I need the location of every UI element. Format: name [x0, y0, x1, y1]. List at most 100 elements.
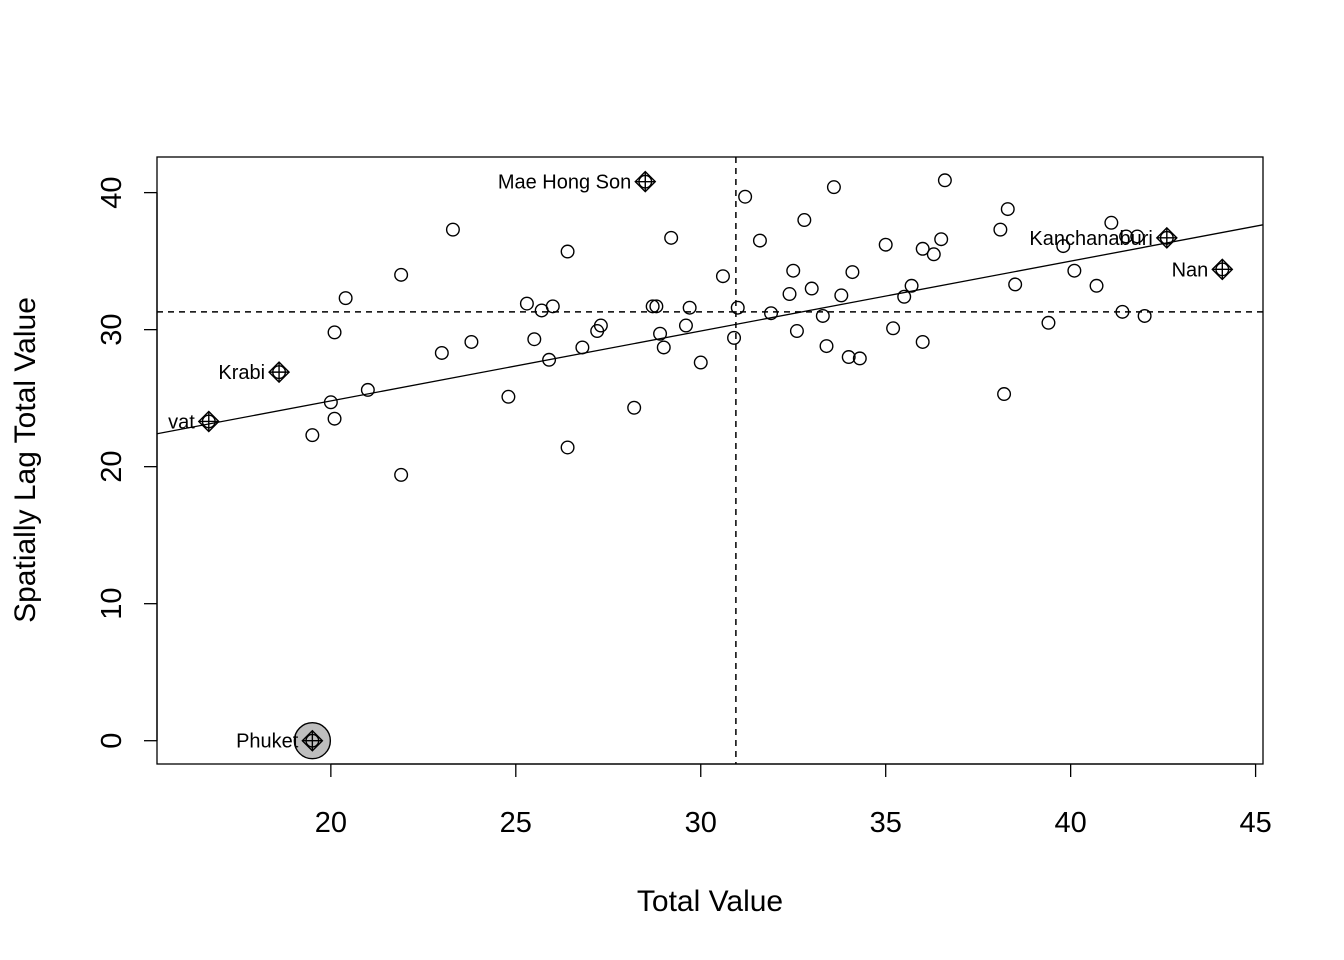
data-point	[1008, 277, 1023, 292]
data-point	[897, 289, 912, 304]
data-point	[305, 428, 320, 443]
data-point	[789, 324, 804, 339]
data-point	[593, 318, 608, 333]
y-tick-label: 30	[96, 314, 128, 346]
point-label: Mae Hong Son	[498, 172, 631, 194]
data-point	[542, 352, 557, 367]
data-point	[327, 325, 342, 340]
y-axis: 0 10 20 30 40	[96, 176, 158, 749]
data-point	[727, 330, 742, 345]
data-point	[764, 306, 779, 321]
point-label: Kanchanaburi	[1029, 228, 1152, 250]
data-point	[682, 300, 697, 315]
influential-point: Kanchanaburi	[1029, 226, 1178, 250]
data-point	[394, 267, 409, 282]
data-point	[819, 339, 834, 354]
data-points	[305, 173, 1152, 482]
influential-points: Mae Hong Son Krabi vat Kanchanaburi Nan Phuke…	[168, 170, 1234, 760]
data-point	[1130, 229, 1145, 244]
data-point	[693, 355, 708, 370]
x-tick-label: 20	[315, 807, 347, 839]
data-point	[394, 467, 409, 482]
data-point	[653, 326, 668, 341]
data-point	[786, 263, 801, 278]
data-point	[797, 213, 812, 228]
data-point	[323, 395, 338, 410]
data-point	[915, 241, 930, 256]
data-point	[445, 222, 460, 237]
x-tick-label: 25	[500, 807, 532, 839]
data-point	[841, 350, 856, 365]
data-point	[1137, 308, 1152, 323]
y-axis-title: Spatially Lag Total Value	[9, 297, 42, 623]
data-point	[826, 180, 841, 195]
data-point	[627, 400, 642, 415]
y-tick-label: 20	[96, 451, 128, 483]
data-point	[815, 308, 830, 323]
data-point	[926, 247, 941, 262]
data-point	[834, 288, 849, 303]
point-label: Nan	[1172, 259, 1209, 281]
data-point	[993, 222, 1008, 237]
y-tick-label: 40	[96, 176, 128, 208]
data-point	[730, 300, 745, 315]
data-point	[519, 296, 534, 311]
data-point	[1000, 202, 1015, 217]
point-label: Krabi	[218, 362, 265, 384]
data-point	[575, 340, 590, 355]
influential-point: Krabi	[218, 361, 291, 384]
influential-point: Mae Hong Son	[498, 170, 657, 194]
influence-circle-marker	[272, 365, 287, 380]
point-label: Phuket	[236, 731, 299, 753]
data-point	[752, 233, 767, 248]
influence-circle-marker	[305, 733, 320, 748]
data-point	[782, 287, 797, 302]
data-point	[1119, 229, 1134, 244]
data-point	[934, 232, 949, 247]
x-tick-label: 45	[1239, 807, 1271, 839]
data-point	[1089, 278, 1104, 293]
data-point	[327, 411, 342, 426]
data-point	[338, 291, 353, 306]
x-tick-label: 40	[1055, 807, 1087, 839]
data-point	[738, 189, 753, 204]
data-point	[501, 389, 516, 404]
data-point	[915, 334, 930, 349]
data-point	[904, 278, 919, 293]
data-point	[678, 318, 693, 333]
influential-point: vat	[168, 410, 220, 433]
data-point	[1115, 304, 1130, 319]
data-point	[545, 299, 560, 314]
data-point	[1104, 215, 1119, 230]
data-point	[464, 334, 479, 349]
data-point	[649, 299, 664, 314]
data-point	[1067, 263, 1082, 278]
influence-circle-marker	[638, 174, 653, 189]
influential-point: Phuket	[236, 722, 332, 760]
y-tick-label: 0	[96, 733, 128, 749]
data-point	[878, 237, 893, 252]
point-label: vat	[168, 411, 195, 433]
influence-circle-marker	[201, 414, 216, 429]
data-point	[715, 269, 730, 284]
x-axis: 20 25 30 35 40 45	[315, 763, 1272, 839]
influence-circle-marker	[1159, 230, 1174, 245]
data-point	[997, 387, 1012, 402]
regression-line	[157, 224, 1263, 435]
data-point	[656, 340, 671, 355]
data-point	[804, 281, 819, 296]
data-point	[434, 345, 449, 360]
data-point	[1041, 315, 1056, 330]
data-point	[360, 382, 375, 397]
y-tick-label: 10	[96, 588, 128, 620]
data-point	[937, 173, 952, 188]
data-point	[886, 321, 901, 336]
data-point	[1056, 239, 1071, 254]
x-tick-label: 30	[685, 807, 717, 839]
influential-point: Nan	[1172, 258, 1234, 281]
data-point	[560, 244, 575, 259]
x-tick-label: 35	[870, 807, 902, 839]
data-point	[664, 230, 679, 245]
data-point	[645, 299, 660, 314]
